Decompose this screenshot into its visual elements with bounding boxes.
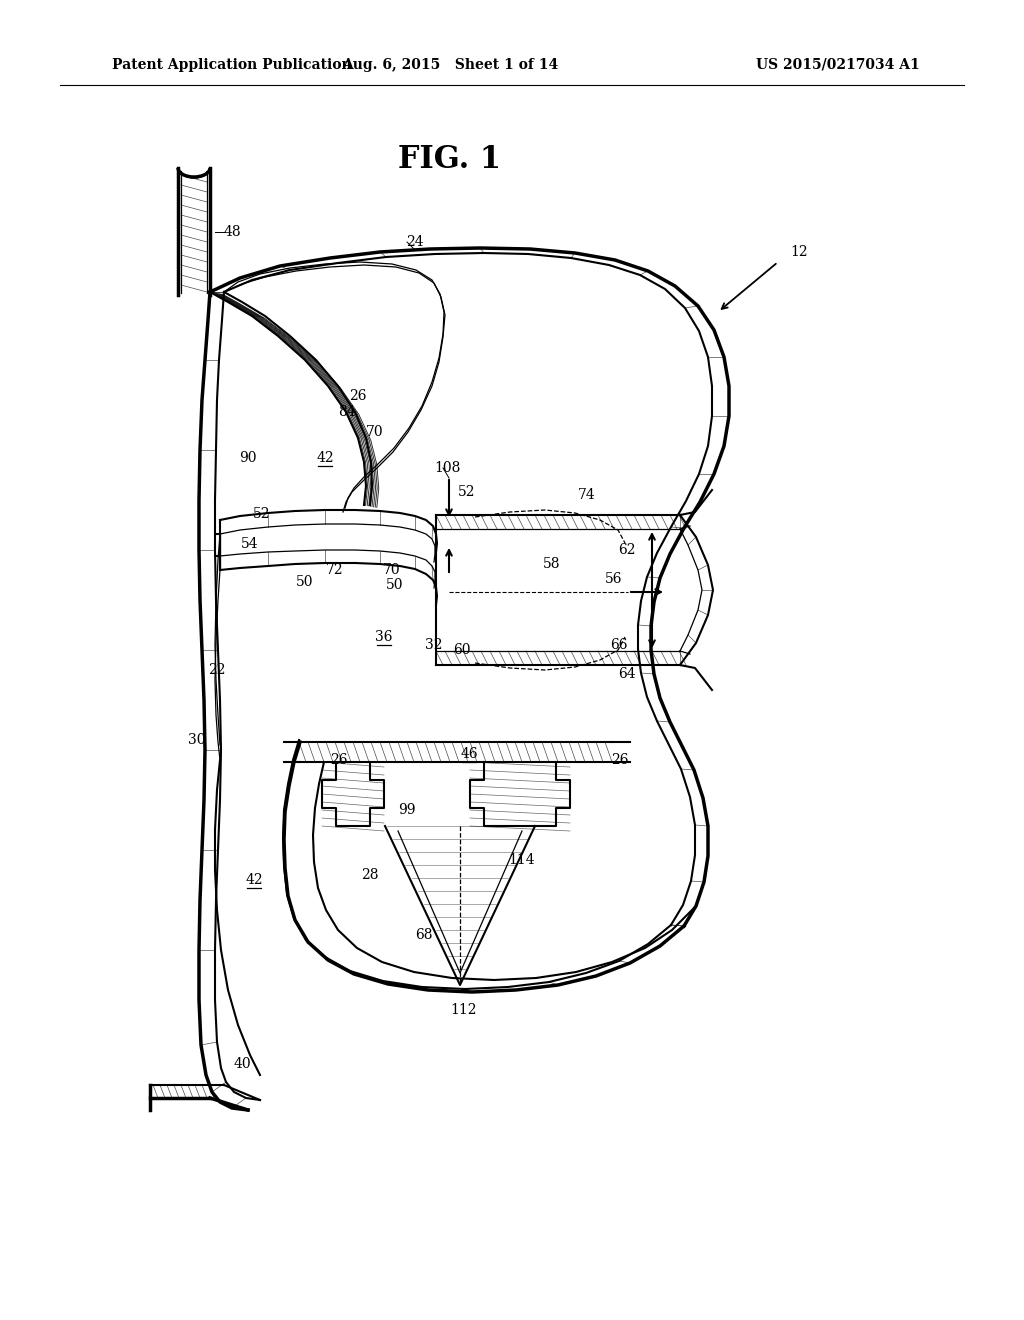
Text: 26: 26 <box>331 752 348 767</box>
Text: Patent Application Publication: Patent Application Publication <box>112 58 351 73</box>
Text: 70: 70 <box>367 425 384 440</box>
Text: 58: 58 <box>544 557 561 572</box>
Text: 26: 26 <box>611 752 629 767</box>
Text: 48: 48 <box>223 224 241 239</box>
Text: 56: 56 <box>605 572 623 586</box>
Text: 24: 24 <box>407 235 424 249</box>
Text: 112: 112 <box>451 1003 477 1016</box>
Text: 84: 84 <box>338 405 355 418</box>
Text: 60: 60 <box>454 643 471 657</box>
Text: 90: 90 <box>240 451 257 465</box>
Text: FIG. 1: FIG. 1 <box>398 144 502 176</box>
Text: 36: 36 <box>375 630 393 644</box>
Text: 28: 28 <box>361 869 379 882</box>
Text: 46: 46 <box>460 747 478 762</box>
Text: 32: 32 <box>425 638 442 652</box>
Text: 68: 68 <box>416 928 433 942</box>
Text: 42: 42 <box>245 873 263 887</box>
Text: 66: 66 <box>610 638 628 652</box>
Text: Aug. 6, 2015   Sheet 1 of 14: Aug. 6, 2015 Sheet 1 of 14 <box>342 58 558 73</box>
Text: 26: 26 <box>349 389 367 403</box>
Text: 70: 70 <box>383 564 400 577</box>
Text: 52: 52 <box>253 507 270 521</box>
Text: 42: 42 <box>316 451 334 465</box>
Text: 64: 64 <box>618 667 636 681</box>
Text: 114: 114 <box>509 853 536 867</box>
Text: 54: 54 <box>242 537 259 550</box>
Text: 52: 52 <box>459 484 476 499</box>
Text: 62: 62 <box>618 543 636 557</box>
Text: 12: 12 <box>790 246 808 259</box>
Text: 108: 108 <box>434 461 460 475</box>
Text: 74: 74 <box>579 488 596 502</box>
Text: 22: 22 <box>208 663 225 677</box>
Text: 99: 99 <box>398 803 416 817</box>
Text: US 2015/0217034 A1: US 2015/0217034 A1 <box>757 58 920 73</box>
Text: 40: 40 <box>233 1057 251 1071</box>
Text: 30: 30 <box>188 733 206 747</box>
Text: 72: 72 <box>327 564 344 577</box>
Text: 50: 50 <box>296 576 313 589</box>
Text: 50: 50 <box>386 578 403 591</box>
